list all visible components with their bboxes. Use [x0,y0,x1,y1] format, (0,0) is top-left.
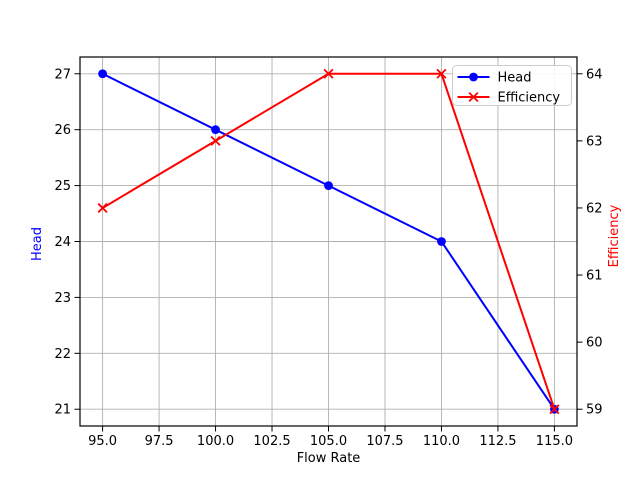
y-right-tick-label: 61 [586,269,603,284]
legend-label: Efficiency [498,91,561,106]
marker-x-efficiency [436,68,447,79]
grid [80,57,577,426]
y-left-tick-label: 24 [54,235,71,250]
y-left-tick-label: 26 [54,123,71,138]
y-axis-right: 59 60 61 62 63 64 [577,67,603,418]
marker-circle-head [437,237,446,246]
x-tick-label: 95.0 [88,434,117,449]
marker-x-efficiency [549,404,560,415]
series-efficiency [97,68,560,415]
x-tick-label: 97.5 [145,434,174,449]
x-tick-label: 112.5 [479,434,516,449]
marker-x-efficiency [210,135,221,146]
marker-circle-head [211,125,220,135]
marker-circle-head [324,181,333,190]
y-right-tick-label: 59 [586,403,603,418]
x-tick-label: 115.0 [536,434,573,449]
x-tick-label: 107.5 [366,434,403,449]
y-axis-left: 21 22 23 24 25 26 27 [54,67,80,418]
legend-marker-circle [469,72,478,82]
x-tick-label: 105.0 [310,434,347,449]
legend: Head Efficiency [452,65,572,106]
x-axis: 95.0 97.5 100.0 102.5 105.0 107.5 110.0 112.5 11… [88,426,573,449]
y-left-tick-label: 21 [54,403,71,418]
marker-x-efficiency [97,202,108,213]
legend-label: Head [498,71,532,86]
legend-box [452,65,572,106]
y-right-tick-label: 62 [586,201,603,216]
y-right-tick-label: 64 [586,67,603,82]
x-tick-label: 102.5 [253,434,290,449]
y-axis-right-label: Efficiency [607,204,622,267]
y-axis-left-label: Head [30,227,45,261]
y-left-tick-label: 27 [54,67,71,82]
x-axis-label: Flow Rate [297,451,361,466]
x-tick-label: 110.0 [423,434,460,449]
y-left-tick-label: 22 [54,347,71,362]
marker-x-efficiency [323,68,334,79]
y-left-tick-label: 25 [54,179,71,194]
y-right-tick-label: 60 [586,336,603,351]
marker-circle-head [98,69,107,79]
y-right-tick-label: 63 [586,134,603,149]
y-left-tick-label: 23 [54,291,71,306]
data-series [97,68,560,415]
x-tick-label: 100.0 [197,434,234,449]
legend-marker-x [468,91,479,103]
